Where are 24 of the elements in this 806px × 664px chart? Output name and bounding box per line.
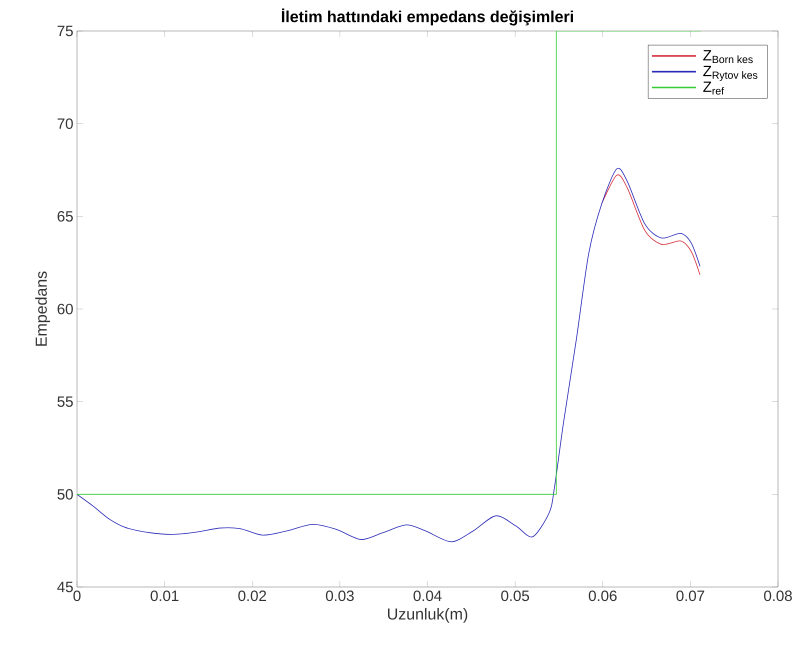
- x-tick-label: 0.02: [238, 590, 266, 602]
- x-tick-label: 0.04: [414, 590, 442, 602]
- x-axis-title: Uzunluk(m): [388, 608, 468, 623]
- y-tick-label: 55: [57, 396, 73, 407]
- line-series: [601, 174, 700, 276]
- y-tick-label: 50: [57, 489, 73, 500]
- y-tick-label: 70: [58, 118, 73, 129]
- y-tick-label: 75: [58, 26, 73, 36]
- y-tick-label: 45: [57, 582, 73, 592]
- x-tick-label: 0.08: [764, 590, 792, 602]
- line-series: [77, 168, 700, 542]
- x-tick-label: 0.03: [326, 590, 354, 602]
- legend-label: $\text{Z}_{\text{ref}}$: [703, 82, 724, 95]
- y-tick-label: 65: [58, 211, 73, 222]
- x-tick-label: 0.07: [676, 590, 704, 602]
- x-tick-label: 0: [73, 590, 81, 602]
- x-tick-label: 0.01: [150, 590, 178, 602]
- x-tick-label: 0.06: [588, 590, 617, 602]
- legend-label: $\text{Z}_{\text{Born kes}}$: [703, 50, 753, 64]
- y-tick-label: 60: [58, 304, 73, 314]
- chart-title: İletim hattındaki empedans değişimleri: [282, 8, 573, 26]
- y-axis-title: Empedans: [35, 271, 50, 346]
- x-tick-label: 0.05: [501, 590, 530, 602]
- legend-label: $\text{Z}_{\text{Rytov kes}}$: [703, 66, 758, 81]
